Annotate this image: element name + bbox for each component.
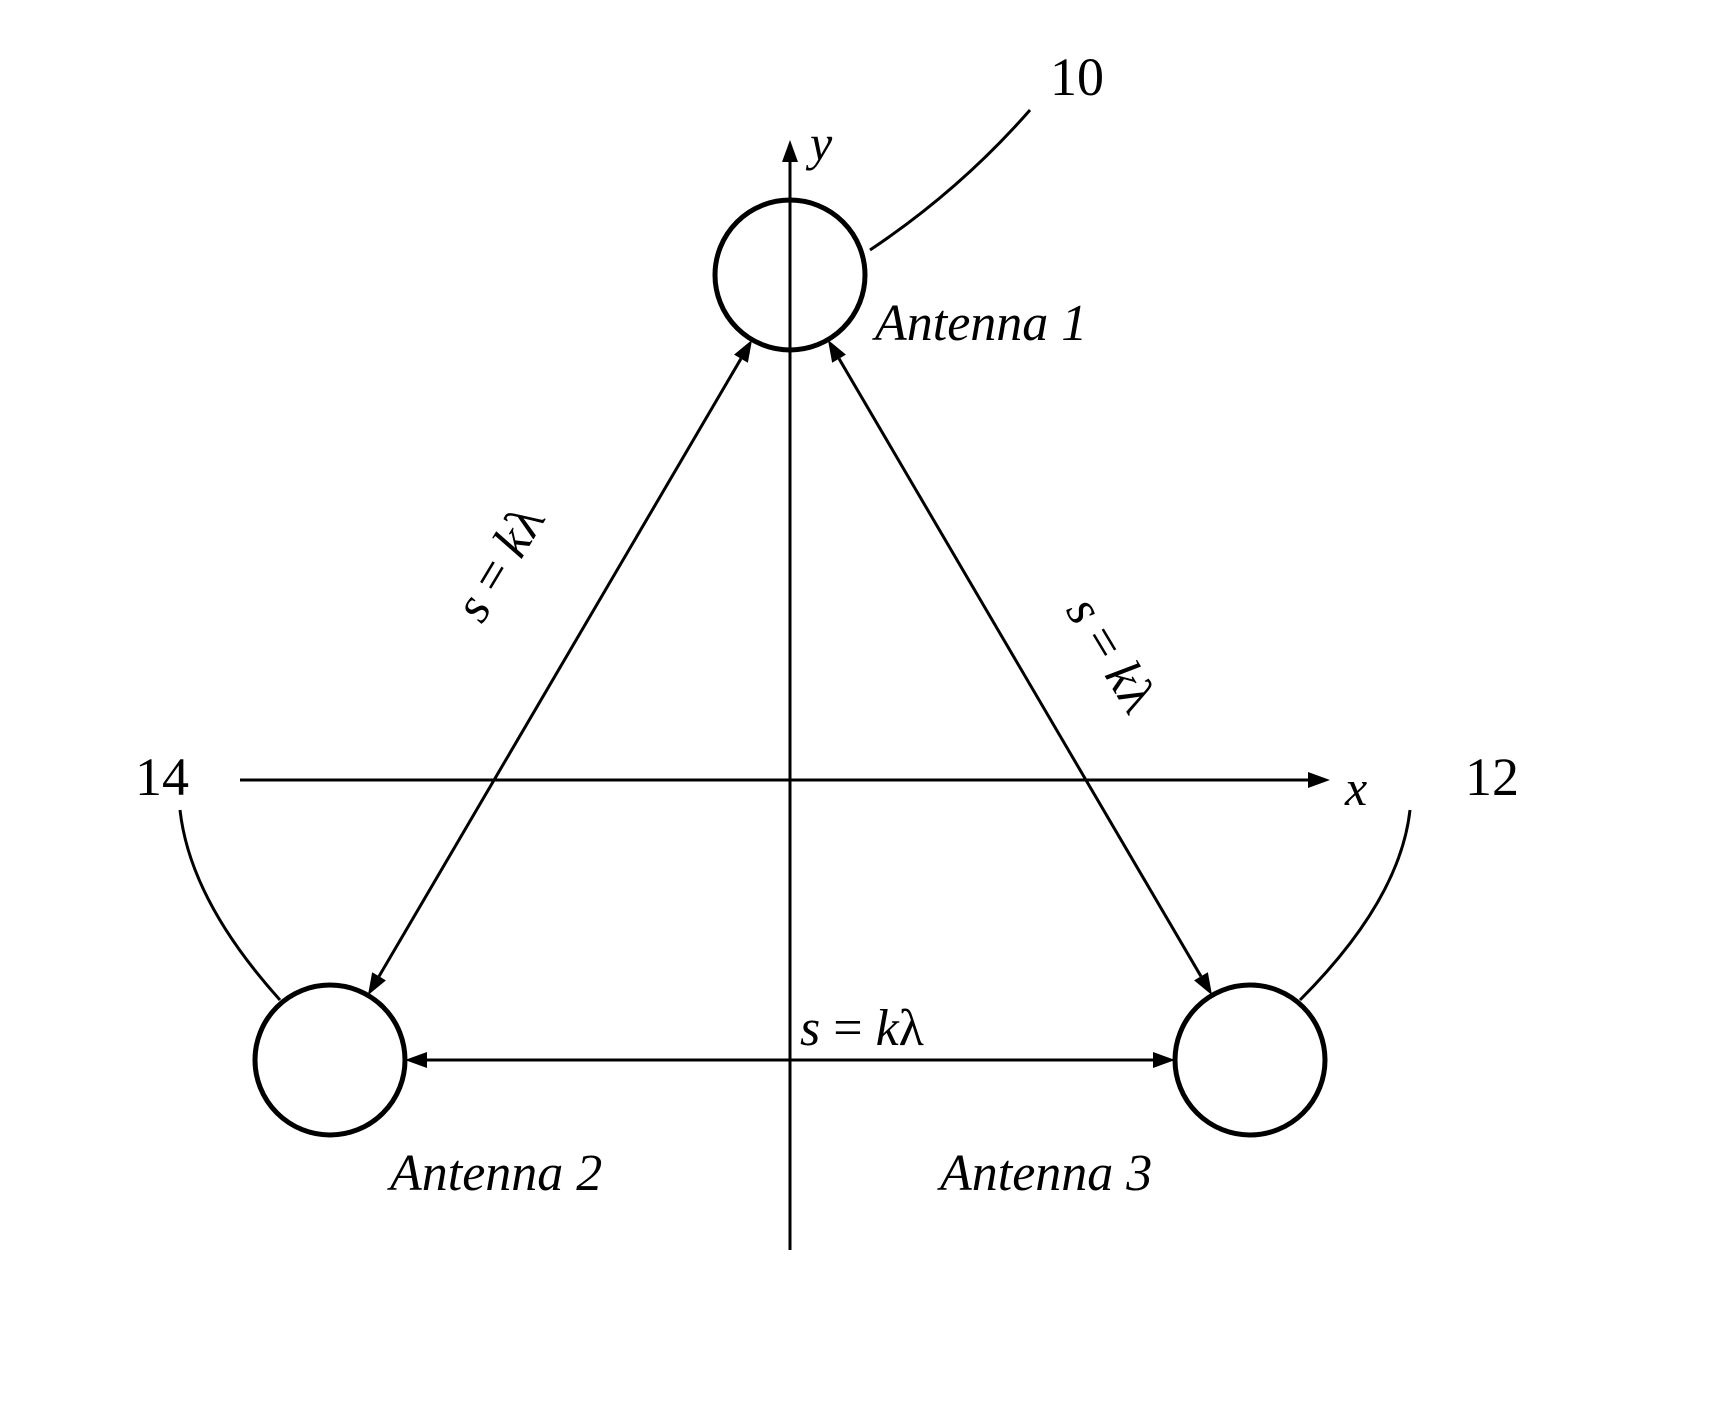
x-axis-label: x [1344, 760, 1367, 816]
y-axis [782, 140, 798, 1250]
antenna-1-ref: 10 [1050, 47, 1104, 107]
antenna-2-leader [180, 810, 280, 1000]
antenna-1-leader [870, 110, 1030, 250]
y-axis-label: y [805, 115, 833, 171]
antenna-2-circle [255, 985, 405, 1135]
edge-0-2 [828, 340, 1212, 996]
edge-0-1 [368, 340, 752, 996]
antenna-3-label: Antenna 3 [937, 1145, 1152, 1202]
antenna-2-ref: 14 [135, 747, 189, 807]
edge-label-1: s = kλ [1055, 587, 1168, 723]
x-axis [240, 772, 1330, 788]
antenna-2-label: Antenna 2 [387, 1145, 602, 1202]
antenna-1-label: Antenna 1 [872, 295, 1087, 352]
antenna-3-leader [1300, 810, 1410, 1000]
edge-label-0: s = kλ [443, 496, 556, 632]
edge-label-2: s = kλ [800, 1000, 924, 1057]
antenna-3-ref: 12 [1465, 747, 1519, 807]
antenna-3-circle [1175, 985, 1325, 1135]
antenna-diagram: x y s = kλ s = kλ s = kλ Antenna 1 10 Antenna 2… [0, 0, 1729, 1426]
